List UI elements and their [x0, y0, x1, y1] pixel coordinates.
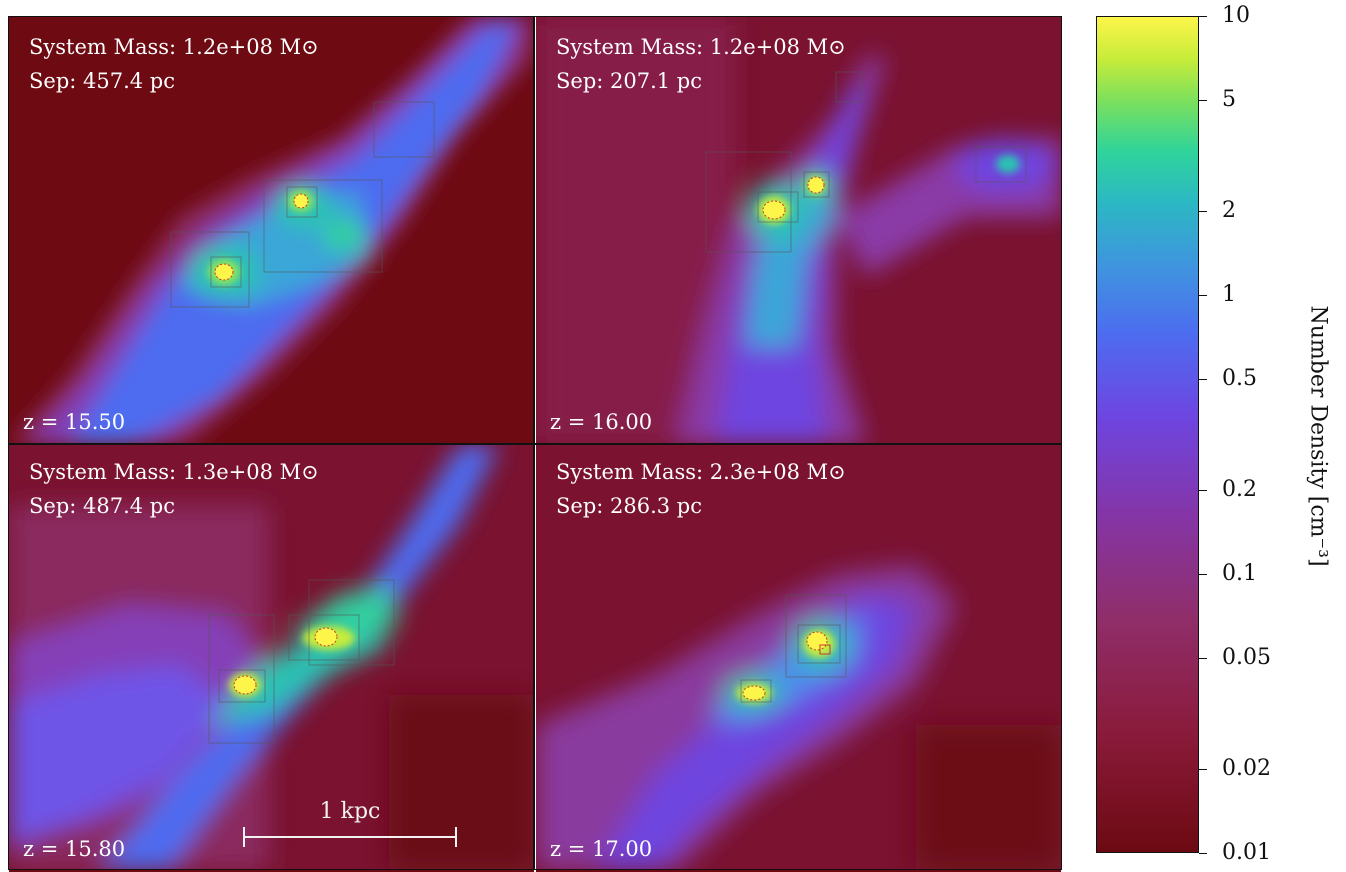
- colorbar-tick: [1199, 574, 1207, 575]
- redshift-label: z = 17.00: [550, 837, 653, 861]
- redshift-label: z = 15.50: [23, 410, 126, 434]
- system-mass-label: System Mass: 1.2e+08 M⊙: [29, 35, 319, 59]
- colorbar-tick: [1199, 657, 1207, 659]
- colorbar-tick-label: 5: [1222, 86, 1236, 112]
- system-mass-label: System Mass: 1.3e+08 M⊙: [29, 460, 319, 484]
- panel-z15-50: System Mass: 1.2e+08 M⊙ Sep: 457.4 pc z …: [9, 17, 534, 444]
- redshift-label: z = 15.80: [23, 837, 126, 861]
- colorbar-tick: [1199, 295, 1207, 296]
- colorbar-tick: [1199, 769, 1207, 770]
- separation-label: Sep: 457.4 pc: [29, 69, 176, 93]
- colorbar-tick-label: 1: [1222, 282, 1236, 307]
- scale-bar-cap-left: [243, 827, 245, 847]
- colorbar-tick: [1199, 853, 1207, 854]
- separation-label: Sep: 487.4 pc: [29, 494, 176, 518]
- colorbar-tick-label: 0.01: [1222, 840, 1271, 865]
- colorbar-tick-label: 0.05: [1222, 644, 1271, 670]
- colorbar: [1096, 16, 1199, 853]
- scale-bar-label: 1 kpc: [319, 799, 381, 824]
- colorbar-tick: [1199, 490, 1207, 491]
- colorbar-title: Number Density [cm⁻³]: [1305, 305, 1331, 567]
- colorbar-tick: [1199, 211, 1207, 212]
- colorbar-tick: [1199, 99, 1207, 101]
- redshift-label: z = 16.00: [550, 410, 653, 434]
- colorbar-tick-label: 10: [1222, 3, 1250, 28]
- density-map: [536, 17, 1061, 444]
- panel-divider-horizontal: [8, 443, 1062, 445]
- colorbar-tick-label: 0.02: [1222, 756, 1271, 781]
- separation-label: Sep: 207.1 pc: [556, 69, 703, 93]
- density-map: [9, 17, 534, 444]
- scale-bar: [244, 836, 456, 838]
- colorbar-tick: [1199, 16, 1207, 17]
- colorbar-tick-label: 0.2: [1222, 477, 1257, 502]
- scale-bar-cap-right: [455, 827, 457, 847]
- separation-label: Sep: 286.3 pc: [556, 494, 703, 518]
- density-map: [536, 445, 1061, 870]
- colorbar-tick-label: 2: [1222, 198, 1236, 223]
- system-mass-label: System Mass: 2.3e+08 M⊙: [556, 460, 846, 484]
- colorbar-tick-label: 0.5: [1222, 365, 1257, 391]
- colorbar-tick: [1199, 378, 1207, 380]
- panel-z16-00: System Mass: 1.2e+08 M⊙ Sep: 207.1 pc z …: [536, 17, 1061, 444]
- panel-z15-80: System Mass: 1.3e+08 M⊙ Sep: 487.4 pc z …: [9, 445, 534, 872]
- density-map: [9, 445, 534, 870]
- panel-z17-00: System Mass: 2.3e+08 M⊙ Sep: 286.3 pc z …: [536, 445, 1061, 872]
- system-mass-label: System Mass: 1.2e+08 M⊙: [556, 35, 846, 59]
- colorbar-tick-label: 0.1: [1222, 561, 1257, 586]
